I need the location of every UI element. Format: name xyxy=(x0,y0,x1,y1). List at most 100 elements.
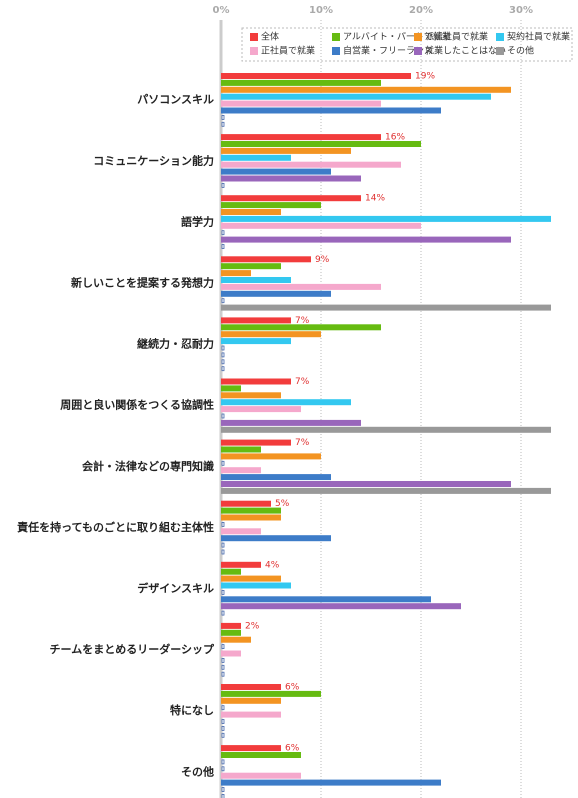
bar xyxy=(221,507,281,514)
bar xyxy=(221,290,331,297)
bar xyxy=(221,392,281,399)
bar xyxy=(221,107,441,114)
bar xyxy=(221,732,225,738)
bar xyxy=(221,697,281,704)
bar xyxy=(221,772,301,779)
legend-swatch xyxy=(496,33,504,41)
category-label: 責任を持ってものごとに取り組む主体性 xyxy=(17,520,214,534)
bar xyxy=(221,705,225,711)
bar xyxy=(221,222,421,229)
bar xyxy=(221,331,321,338)
bar xyxy=(221,298,225,304)
legend-swatch xyxy=(414,33,422,41)
bar xyxy=(221,711,281,718)
bar xyxy=(221,182,225,188)
bar xyxy=(221,690,321,697)
legend-swatch xyxy=(414,47,422,55)
x-tick-label: 10% xyxy=(309,5,333,16)
category-label: デザインスキル xyxy=(137,581,214,595)
x-tick-label: 30% xyxy=(509,5,533,16)
bar xyxy=(221,283,381,290)
bar xyxy=(221,794,225,798)
bar xyxy=(221,535,331,542)
bar xyxy=(221,439,291,446)
bar xyxy=(221,115,225,120)
bar xyxy=(221,277,291,283)
bar xyxy=(221,419,361,426)
bar xyxy=(221,270,251,277)
bar xyxy=(221,779,441,786)
bar xyxy=(221,446,261,453)
legend-label: 派遣社員で就業 xyxy=(425,31,488,43)
bar xyxy=(221,161,401,168)
value-label: 5% xyxy=(275,499,290,509)
bar xyxy=(221,549,225,555)
category-label: 新しいことを提案する発想力 xyxy=(71,275,214,289)
bar xyxy=(221,787,225,792)
bar xyxy=(221,719,225,724)
bar xyxy=(221,168,331,175)
category-label: その他 xyxy=(181,764,214,778)
value-label: 7% xyxy=(295,316,310,326)
bar xyxy=(221,86,511,93)
bar xyxy=(221,134,381,141)
bar xyxy=(221,236,511,243)
bar xyxy=(221,610,225,616)
bar xyxy=(221,154,291,161)
bar xyxy=(221,474,331,481)
value-label: 14% xyxy=(365,194,385,204)
bar xyxy=(221,514,281,521)
bar xyxy=(221,500,271,507)
bar xyxy=(221,568,241,575)
legend-swatch xyxy=(332,33,340,41)
x-tick-label: 0% xyxy=(213,5,230,16)
bar xyxy=(221,378,291,385)
category-label: 周囲と良い関係をつくる協調性 xyxy=(60,398,214,412)
bar xyxy=(221,244,225,249)
value-label: 2% xyxy=(245,621,260,631)
bar xyxy=(221,195,361,202)
bar xyxy=(221,629,241,636)
bar xyxy=(221,481,511,487)
category-label: 語学力 xyxy=(181,214,214,228)
bar xyxy=(221,575,281,582)
bar xyxy=(221,147,351,154)
bar xyxy=(221,93,491,100)
bar xyxy=(221,366,225,372)
bar xyxy=(221,582,291,589)
bar xyxy=(221,175,361,182)
legend-box xyxy=(241,27,573,62)
bar xyxy=(221,596,431,603)
legend-label: その他 xyxy=(507,45,534,57)
bar xyxy=(221,603,461,610)
x-tick-label: 20% xyxy=(409,5,433,16)
legend-swatch xyxy=(496,47,504,55)
bar xyxy=(221,73,411,79)
value-label: 16% xyxy=(385,133,405,143)
legend-label: 就業したことはない xyxy=(425,45,506,57)
bar xyxy=(221,141,421,147)
bar xyxy=(221,759,225,765)
bar xyxy=(221,752,301,758)
bar xyxy=(221,664,225,670)
bar xyxy=(221,644,225,649)
bar xyxy=(221,385,241,392)
bar xyxy=(221,684,281,690)
category-label: 継続力・忍耐力 xyxy=(137,337,214,351)
bar xyxy=(221,622,241,629)
bar xyxy=(221,215,551,222)
bar xyxy=(221,79,381,86)
bar xyxy=(221,590,225,595)
bar xyxy=(221,345,225,351)
bar xyxy=(221,561,261,568)
legend-swatch xyxy=(250,33,258,41)
legend-label: 正社員で就業 xyxy=(261,45,315,57)
legend-swatch xyxy=(332,47,340,55)
bar xyxy=(221,209,281,215)
value-label: 6% xyxy=(285,683,300,693)
bar xyxy=(221,100,381,107)
bar xyxy=(221,121,225,127)
bar xyxy=(221,406,301,413)
bar xyxy=(221,658,225,663)
legend-label: 全体 xyxy=(261,31,279,43)
